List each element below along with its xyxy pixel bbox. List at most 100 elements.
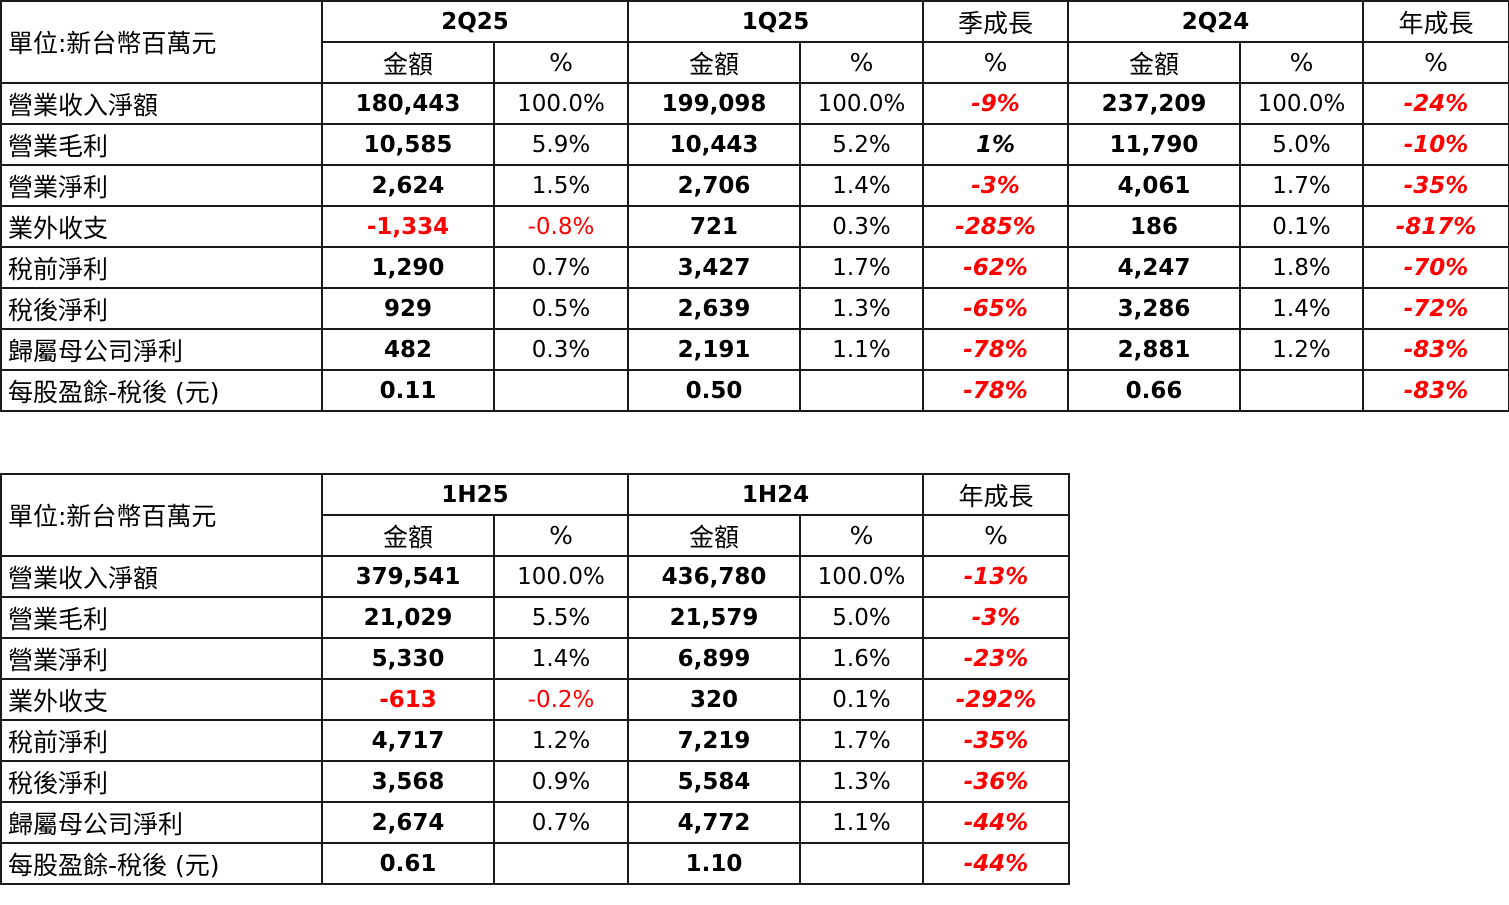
- amount-header: 金額: [321, 514, 495, 557]
- amount-cell: 0.11: [321, 369, 495, 412]
- percent-cell: [492, 842, 630, 885]
- amount-header: 金額: [321, 41, 495, 84]
- percent-header: %: [492, 514, 630, 557]
- amount-cell: 4,247: [1067, 246, 1241, 289]
- row-label: 每股盈餘-稅後 (元): [0, 369, 323, 412]
- yoy-growth-cell: -72%: [1362, 287, 1509, 330]
- quarterly-income-table: 單位:新台幣百萬元 2Q25 1Q25 季成長 2Q24 年成長 金額 % 金額…: [0, 0, 1509, 412]
- row-label: 營業淨利: [0, 164, 323, 207]
- yoy-growth-cell: -13%: [922, 555, 1071, 598]
- amount-cell: 379,541: [321, 555, 495, 598]
- percent-cell: 5.9%: [493, 123, 629, 166]
- amount-cell: 237,209: [1067, 82, 1241, 125]
- row-label: 業外收支: [0, 205, 323, 248]
- yoy-growth-cell: -36%: [922, 760, 1071, 803]
- table-row: 營業毛利 10,585 5.9% 10,443 5.2% 1% 11,790 5.0% -10%: [0, 123, 1509, 166]
- percent-cell: 100.0%: [492, 555, 630, 598]
- row-label: 稅後淨利: [0, 287, 323, 330]
- row-label: 稅前淨利: [0, 246, 323, 289]
- amount-cell: 3,286: [1067, 287, 1241, 330]
- amount-cell: 482: [321, 328, 495, 371]
- amount-cell: 4,717: [321, 719, 495, 762]
- half-year-income-table: 單位:新台幣百萬元 1H25 1H24 年成長 金額 % 金額 % % 營業收入…: [0, 473, 1071, 885]
- percent-cell: 1.4%: [1239, 287, 1364, 330]
- row-label: 營業收入淨額: [0, 82, 323, 125]
- amount-cell: 180,443: [321, 82, 495, 125]
- period-header: 1H25: [320, 473, 630, 516]
- table-row: 歸屬母公司淨利 2,674 0.7% 4,772 1.1% -44%: [0, 801, 1071, 844]
- yoy-growth-cell: -292%: [922, 678, 1071, 721]
- yoy-growth-cell: -23%: [922, 637, 1071, 680]
- percent-cell: 1.8%: [1239, 246, 1364, 289]
- amount-cell: 0.61: [321, 842, 495, 885]
- amount-cell: 6,899: [627, 637, 802, 680]
- amount-cell: 2,706: [627, 164, 801, 207]
- qoq-growth-cell: -65%: [922, 287, 1069, 330]
- percent-cell: 100.0%: [1239, 82, 1364, 125]
- percent-cell: 0.7%: [493, 246, 629, 289]
- percent-header: %: [799, 514, 925, 557]
- row-label: 營業毛利: [0, 123, 323, 166]
- amount-cell: 2,674: [321, 801, 495, 844]
- qoq-growth-cell: 1%: [922, 123, 1069, 166]
- percent-cell: 0.7%: [492, 801, 630, 844]
- amount-cell: 436,780: [627, 555, 802, 598]
- yoy-growth-cell: -10%: [1362, 123, 1509, 166]
- table-row: 營業毛利 21,029 5.5% 21,579 5.0% -3%: [0, 596, 1071, 639]
- percent-cell: 1.3%: [799, 287, 924, 330]
- percent-cell: -0.2%: [492, 678, 630, 721]
- row-label: 歸屬母公司淨利: [0, 801, 323, 844]
- yoy-growth-cell: -35%: [1362, 164, 1509, 207]
- percent-cell: [493, 369, 629, 412]
- amount-cell: 199,098: [627, 82, 801, 125]
- yoy-growth-cell: -83%: [1362, 369, 1509, 412]
- percent-cell: 5.0%: [1239, 123, 1364, 166]
- qoq-header: 季成長: [922, 0, 1069, 43]
- percent-cell: 100.0%: [799, 555, 925, 598]
- percent-cell: 1.1%: [799, 801, 925, 844]
- table-row: 歸屬母公司淨利 482 0.3% 2,191 1.1% -78% 2,881 1.2% -83%: [0, 328, 1509, 371]
- amount-cell: 2,624: [321, 164, 495, 207]
- percent-cell: 100.0%: [493, 82, 629, 125]
- amount-cell: 0.66: [1067, 369, 1241, 412]
- amount-cell: 2,191: [627, 328, 801, 371]
- yoy-growth-cell: -44%: [922, 801, 1071, 844]
- yoy-growth-cell: -817%: [1362, 205, 1509, 248]
- amount-cell: 1,290: [321, 246, 495, 289]
- percent-cell: 0.1%: [799, 678, 925, 721]
- percent-header: %: [799, 41, 924, 84]
- qoq-growth-cell: -3%: [922, 164, 1069, 207]
- qoq-growth-cell: -78%: [922, 328, 1069, 371]
- percent-cell: 1.7%: [1239, 164, 1364, 207]
- percent-header: %: [1362, 41, 1509, 84]
- qoq-growth-cell: -62%: [922, 246, 1069, 289]
- row-label: 業外收支: [0, 678, 323, 721]
- amount-cell: 929: [321, 287, 495, 330]
- header-row-sub: 金額 % 金額 % % 金額 % %: [1, 41, 1509, 84]
- yoy-growth-cell: -70%: [1362, 246, 1509, 289]
- amount-header: 金額: [1067, 41, 1241, 84]
- amount-cell: 320: [627, 678, 802, 721]
- row-label: 歸屬母公司淨利: [0, 328, 323, 371]
- yoy-growth-cell: -44%: [922, 842, 1071, 885]
- amount-header: 金額: [627, 514, 802, 557]
- yoy-header: 年成長: [1362, 0, 1509, 43]
- table-row: 每股盈餘-稅後 (元) 0.11 0.50 -78% 0.66 -83%: [0, 369, 1509, 412]
- amount-cell: 10,585: [321, 123, 495, 166]
- table-row: 營業收入淨額 180,443 100.0% 199,098 100.0% -9% 237,2…: [0, 82, 1509, 125]
- percent-cell: [799, 842, 925, 885]
- unit-label: 單位:新台幣百萬元: [0, 473, 323, 557]
- row-label: 營業毛利: [0, 596, 323, 639]
- percent-cell: -0.8%: [493, 205, 629, 248]
- amount-cell: 1.10: [627, 842, 802, 885]
- row-label: 每股盈餘-稅後 (元): [0, 842, 323, 885]
- qoq-growth-cell: -9%: [922, 82, 1069, 125]
- percent-cell: [1239, 369, 1364, 412]
- amount-cell: 7,219: [627, 719, 802, 762]
- percent-cell: 1.5%: [493, 164, 629, 207]
- percent-cell: 5.5%: [492, 596, 630, 639]
- amount-cell: 0.50: [627, 369, 801, 412]
- table-row: 業外收支 -1,334 -0.8% 721 0.3% -285% 186 0.1% -817%: [0, 205, 1509, 248]
- percent-cell: 1.4%: [799, 164, 924, 207]
- period-header: 2Q25: [321, 0, 629, 43]
